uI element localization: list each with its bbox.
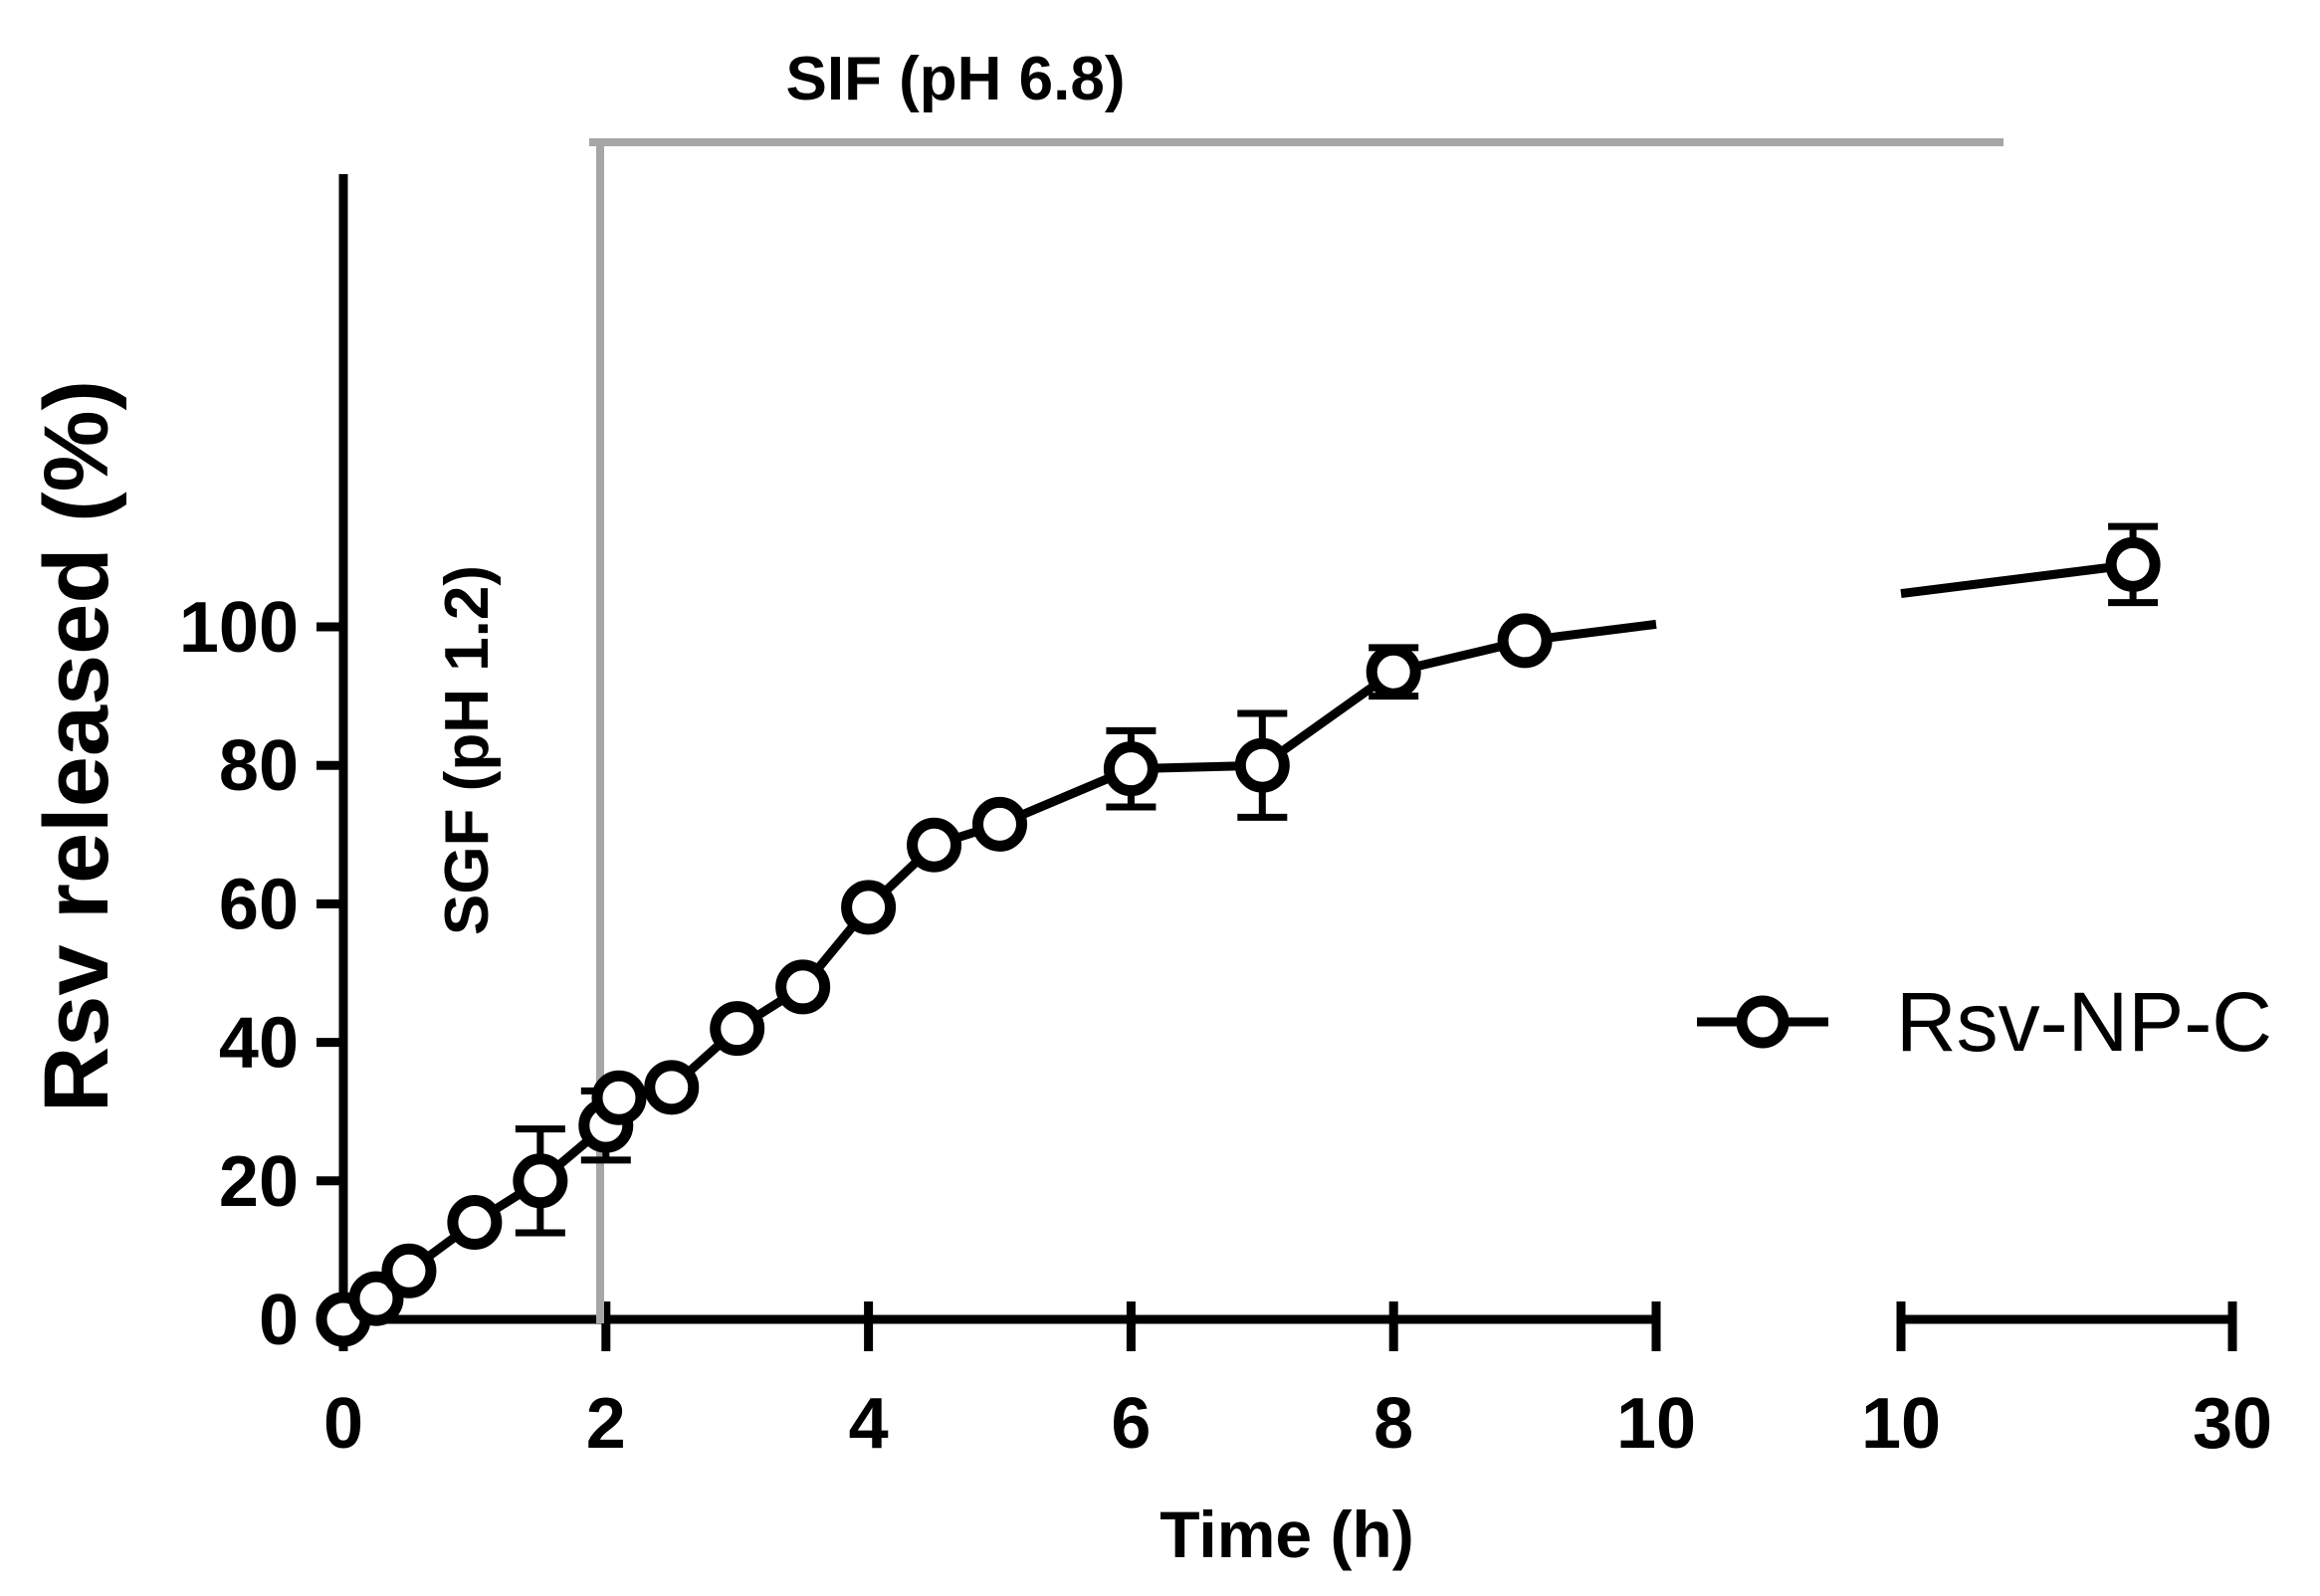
data-point <box>513 1153 568 1209</box>
y-tick-label: 0 <box>259 1281 299 1360</box>
y-tick-label: 20 <box>219 1142 299 1222</box>
x-tick-label: 2 <box>586 1384 626 1464</box>
legend-marker <box>1736 995 1790 1049</box>
sif-annotation: SIF (pH 6.8) <box>785 45 1125 113</box>
x-axis-title: Time (h) <box>1160 1497 1413 1571</box>
x-tick-label: 30 <box>2193 1384 2272 1464</box>
series-rsv-np-c <box>316 522 2161 1347</box>
data-point <box>644 1060 700 1115</box>
data-point <box>2105 536 2161 592</box>
data-point <box>907 817 962 873</box>
data-point <box>841 880 897 935</box>
x-tick-label: 4 <box>849 1384 889 1464</box>
sgf-annotation: SGF (pH 1.2) <box>433 565 502 935</box>
x-tick-label: 0 <box>323 1384 363 1464</box>
y-axis-title: Rsv released (%) <box>26 380 127 1112</box>
x-tick-label: 10 <box>1616 1384 1696 1464</box>
y-ticks: 0 20 40 60 80 100 <box>179 588 343 1360</box>
y-tick-label: 40 <box>219 1004 299 1084</box>
data-point <box>381 1243 437 1298</box>
x-ticks: 0 2 4 6 8 10 10 30 <box>323 1301 2272 1464</box>
legend: Rsv-NP-C <box>1697 975 2272 1069</box>
data-point <box>348 1271 404 1326</box>
data-point <box>1497 613 1553 669</box>
x-tick-label: 10 <box>1861 1384 1941 1464</box>
data-point <box>1234 737 1290 793</box>
data-point <box>972 796 1027 852</box>
legend-label: Rsv-NP-C <box>1896 975 2272 1069</box>
x-axis: 0 2 4 6 8 10 10 30 <box>323 1301 2272 1464</box>
x-tick-label: 6 <box>1111 1384 1151 1464</box>
data-point <box>775 959 831 1015</box>
data-point <box>591 1070 647 1125</box>
y-tick-label: 100 <box>179 588 299 668</box>
y-tick-label: 80 <box>219 726 299 806</box>
data-point <box>1103 741 1159 797</box>
data-point <box>710 1001 765 1057</box>
data-point <box>1366 644 1421 699</box>
y-tick-label: 60 <box>219 865 299 944</box>
x-tick-label: 8 <box>1373 1384 1413 1464</box>
y-axis: 0 20 40 60 80 100 <box>179 174 348 1360</box>
series-line-break-right <box>1900 559 2134 599</box>
series-line <box>340 636 1527 1323</box>
data-point <box>447 1195 503 1251</box>
